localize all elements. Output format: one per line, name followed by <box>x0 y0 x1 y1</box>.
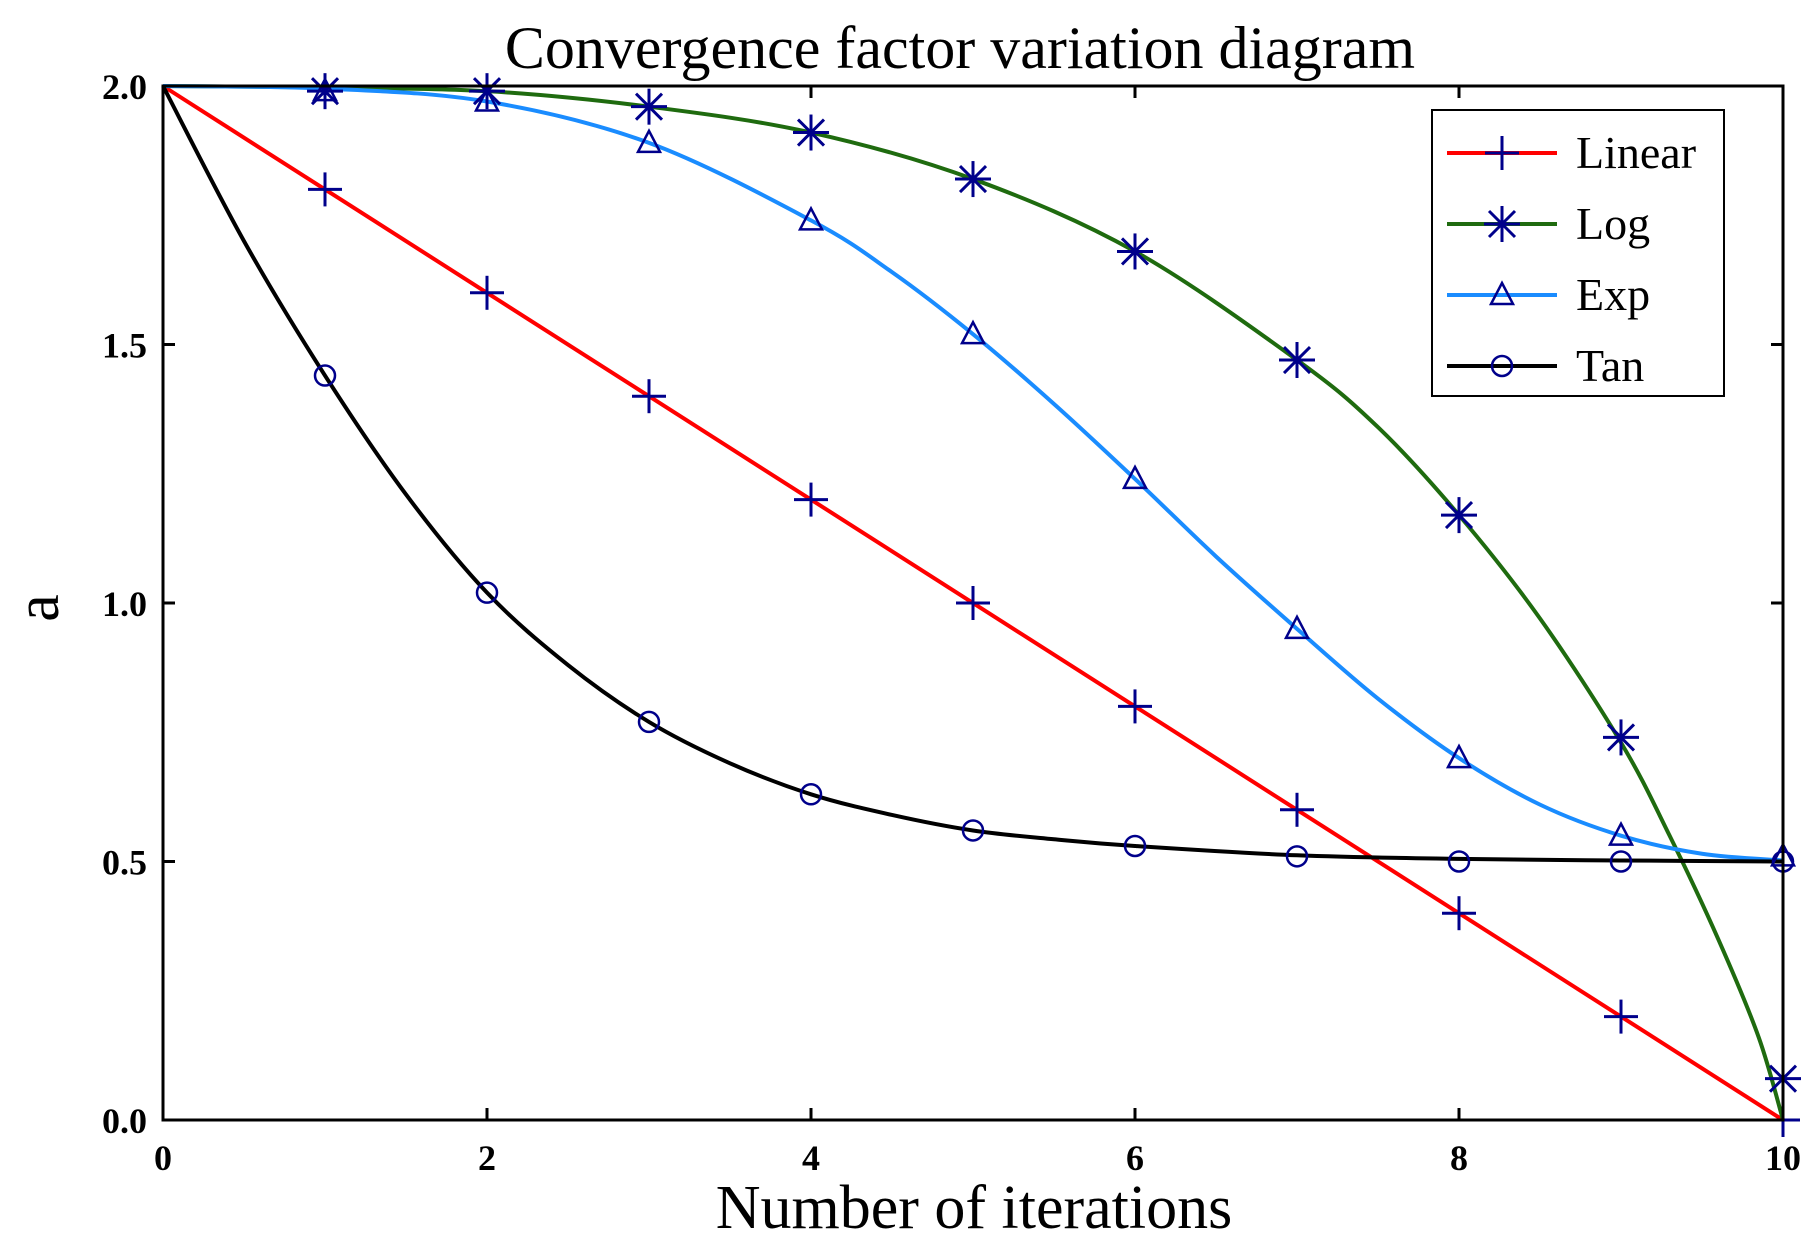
marker-tan-6 <box>1123 834 1147 858</box>
legend-marker-exp <box>1488 280 1516 306</box>
legend-label-exp: Exp <box>1576 269 1650 320</box>
marker-log-7 <box>1279 342 1315 379</box>
marker-linear-4 <box>794 482 828 517</box>
markers-layer <box>307 73 1801 1137</box>
legend-label-tan: Tan <box>1576 340 1644 391</box>
marker-exp-7 <box>1283 614 1311 640</box>
legend-marker-log <box>1484 206 1520 242</box>
marker-tan-5 <box>961 819 985 842</box>
x-tick-label-1: 2 <box>478 1138 496 1178</box>
legend-box <box>1431 109 1725 397</box>
y-tick-label-2: 1.0 <box>102 584 147 624</box>
marker-exp-9 <box>1607 820 1635 846</box>
plot-frame <box>161 84 1785 1122</box>
marker-tan-9 <box>1609 850 1633 873</box>
y-axis-label: a <box>4 594 72 622</box>
legend-marker-tan <box>1490 354 1514 378</box>
marker-linear-8 <box>1442 896 1476 931</box>
marker-exp-8 <box>1445 743 1473 769</box>
marker-tan-4 <box>799 783 823 806</box>
x-tick-label-2: 4 <box>802 1138 820 1178</box>
marker-tan-8 <box>1447 850 1471 873</box>
marker-tan-7 <box>1285 845 1309 868</box>
ticks-layer: 0 2 4 6 8 10 0.0 0.5 1.0 1.5 2.0 <box>102 67 1801 1178</box>
series-line-exp <box>162 84 1784 863</box>
x-tick-label-3: 6 <box>1126 1138 1144 1178</box>
marker-tan-3 <box>637 710 661 734</box>
marker-log-9 <box>1603 719 1639 756</box>
x-tick-label-5: 10 <box>1765 1138 1801 1178</box>
legend-label-linear: Linear <box>1576 127 1696 178</box>
marker-exp-5 <box>959 319 987 345</box>
y-tick-label-4: 2.0 <box>102 67 147 107</box>
marker-linear-3 <box>632 379 666 414</box>
marker-log-6 <box>1117 233 1153 270</box>
legend: Linear Log Exp Tan <box>1431 109 1725 397</box>
series-line-tan <box>161 85 1784 864</box>
marker-log-4 <box>793 114 829 151</box>
legend-label-log: Log <box>1576 198 1650 249</box>
marker-log-5 <box>955 161 991 198</box>
marker-log-3 <box>631 88 667 125</box>
marker-linear-5 <box>956 586 990 620</box>
marker-exp-6 <box>1121 464 1149 490</box>
marker-exp-4 <box>797 205 825 231</box>
marker-tan-1 <box>313 364 337 387</box>
marker-exp-2 <box>473 86 501 112</box>
marker-tan-2 <box>475 581 499 604</box>
marker-exp-3 <box>635 128 663 154</box>
marker-linear-9 <box>1604 999 1638 1034</box>
marker-linear-6 <box>1118 689 1152 724</box>
curves-layer <box>161 84 1785 1122</box>
y-tick-label-1: 0.5 <box>102 843 147 883</box>
x-axis-label: Number of iterations <box>716 1174 1233 1242</box>
legend-marker-linear <box>1485 136 1519 170</box>
y-tick-label-3: 1.5 <box>102 326 147 366</box>
marker-exp-1 <box>311 76 339 102</box>
x-tick-label-4: 8 <box>1450 1138 1468 1178</box>
marker-linear-1 <box>308 172 342 207</box>
marker-linear-7 <box>1280 792 1314 827</box>
marker-linear-2 <box>470 275 504 310</box>
y-tick-label-0: 0.0 <box>102 1101 147 1141</box>
marker-log-8 <box>1441 497 1477 534</box>
chart-title: Convergence factor variation diagram <box>505 15 1415 81</box>
x-tick-label-0: 0 <box>154 1138 172 1178</box>
